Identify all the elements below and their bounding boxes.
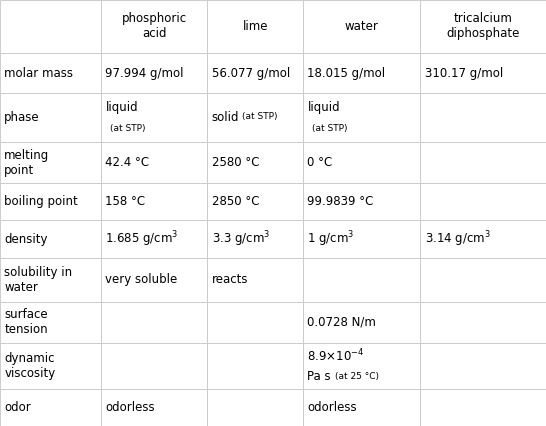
Text: $8.9{\times}10^{-4}$: $8.9{\times}10^{-4}$ <box>307 348 365 364</box>
Bar <box>303 258 420 302</box>
Text: odorless: odorless <box>105 401 155 414</box>
Text: 97.994 g/mol: 97.994 g/mol <box>105 67 184 80</box>
Bar <box>207 220 303 258</box>
Text: (at 25 °C): (at 25 °C) <box>335 372 379 381</box>
Text: odor: odor <box>4 401 31 414</box>
Bar <box>0 343 101 389</box>
Bar <box>0 302 101 343</box>
Text: 1 g/cm$^3$: 1 g/cm$^3$ <box>307 229 354 249</box>
Bar <box>0 258 101 302</box>
Text: 310.17 g/mol: 310.17 g/mol <box>425 67 503 80</box>
Bar <box>207 343 303 389</box>
Text: 99.9839 °C: 99.9839 °C <box>307 195 374 208</box>
Bar <box>303 183 420 220</box>
Bar <box>0 142 101 183</box>
Bar <box>207 183 303 220</box>
Text: 2850 °C: 2850 °C <box>212 195 259 208</box>
Text: boiling point: boiling point <box>4 195 78 208</box>
Bar <box>101 343 207 389</box>
Text: melting
point: melting point <box>4 149 50 176</box>
Bar <box>0 183 101 220</box>
Bar <box>0 0 101 53</box>
Bar <box>420 258 546 302</box>
Text: phosphoric
acid: phosphoric acid <box>122 12 187 40</box>
Bar <box>420 142 546 183</box>
Bar <box>207 389 303 426</box>
Bar <box>303 220 420 258</box>
Bar <box>101 53 207 93</box>
Bar <box>303 389 420 426</box>
Bar <box>420 53 546 93</box>
Bar <box>303 53 420 93</box>
Bar <box>420 220 546 258</box>
Bar <box>420 183 546 220</box>
Bar <box>101 142 207 183</box>
Text: 158 °C: 158 °C <box>105 195 145 208</box>
Text: phase: phase <box>4 111 40 124</box>
Text: (at STP): (at STP) <box>312 124 347 133</box>
Text: liquid: liquid <box>307 101 340 114</box>
Text: 18.015 g/mol: 18.015 g/mol <box>307 67 385 80</box>
Text: Pa s: Pa s <box>307 370 331 383</box>
Bar <box>303 0 420 53</box>
Text: 56.077 g/mol: 56.077 g/mol <box>212 67 290 80</box>
Bar <box>303 343 420 389</box>
Text: very soluble: very soluble <box>105 273 177 286</box>
Text: lime: lime <box>242 20 268 33</box>
Text: solid: solid <box>212 111 239 124</box>
Text: 42.4 °C: 42.4 °C <box>105 156 150 169</box>
Bar <box>101 220 207 258</box>
Bar <box>101 93 207 142</box>
Bar <box>101 0 207 53</box>
Bar <box>420 343 546 389</box>
Text: 1.685 g/cm$^3$: 1.685 g/cm$^3$ <box>105 229 179 249</box>
Text: dynamic
viscosity: dynamic viscosity <box>4 352 56 380</box>
Text: 0.0728 N/m: 0.0728 N/m <box>307 316 376 329</box>
Text: tricalcium
diphosphate: tricalcium diphosphate <box>447 12 520 40</box>
Bar <box>207 142 303 183</box>
Text: (at STP): (at STP) <box>110 124 145 133</box>
Bar <box>303 302 420 343</box>
Text: (at STP): (at STP) <box>242 112 277 121</box>
Text: molar mass: molar mass <box>4 67 73 80</box>
Bar <box>303 93 420 142</box>
Bar <box>101 183 207 220</box>
Bar <box>207 53 303 93</box>
Text: density: density <box>4 233 48 245</box>
Bar <box>420 302 546 343</box>
Bar <box>207 0 303 53</box>
Bar <box>207 302 303 343</box>
Text: odorless: odorless <box>307 401 357 414</box>
Bar <box>420 389 546 426</box>
Bar <box>0 53 101 93</box>
Bar <box>101 389 207 426</box>
Text: reacts: reacts <box>212 273 248 286</box>
Text: 3.3 g/cm$^3$: 3.3 g/cm$^3$ <box>212 229 270 249</box>
Bar <box>0 389 101 426</box>
Text: surface
tension: surface tension <box>4 308 48 337</box>
Bar <box>420 93 546 142</box>
Bar <box>303 142 420 183</box>
Bar <box>207 93 303 142</box>
Text: 3.14 g/cm$^3$: 3.14 g/cm$^3$ <box>425 229 491 249</box>
Bar <box>0 220 101 258</box>
Text: water: water <box>345 20 379 33</box>
Bar <box>101 302 207 343</box>
Text: liquid: liquid <box>105 101 138 114</box>
Bar <box>0 93 101 142</box>
Text: 2580 °C: 2580 °C <box>212 156 259 169</box>
Bar <box>101 258 207 302</box>
Text: 0 °C: 0 °C <box>307 156 333 169</box>
Bar <box>420 0 546 53</box>
Bar <box>207 258 303 302</box>
Text: solubility in
water: solubility in water <box>4 266 73 294</box>
